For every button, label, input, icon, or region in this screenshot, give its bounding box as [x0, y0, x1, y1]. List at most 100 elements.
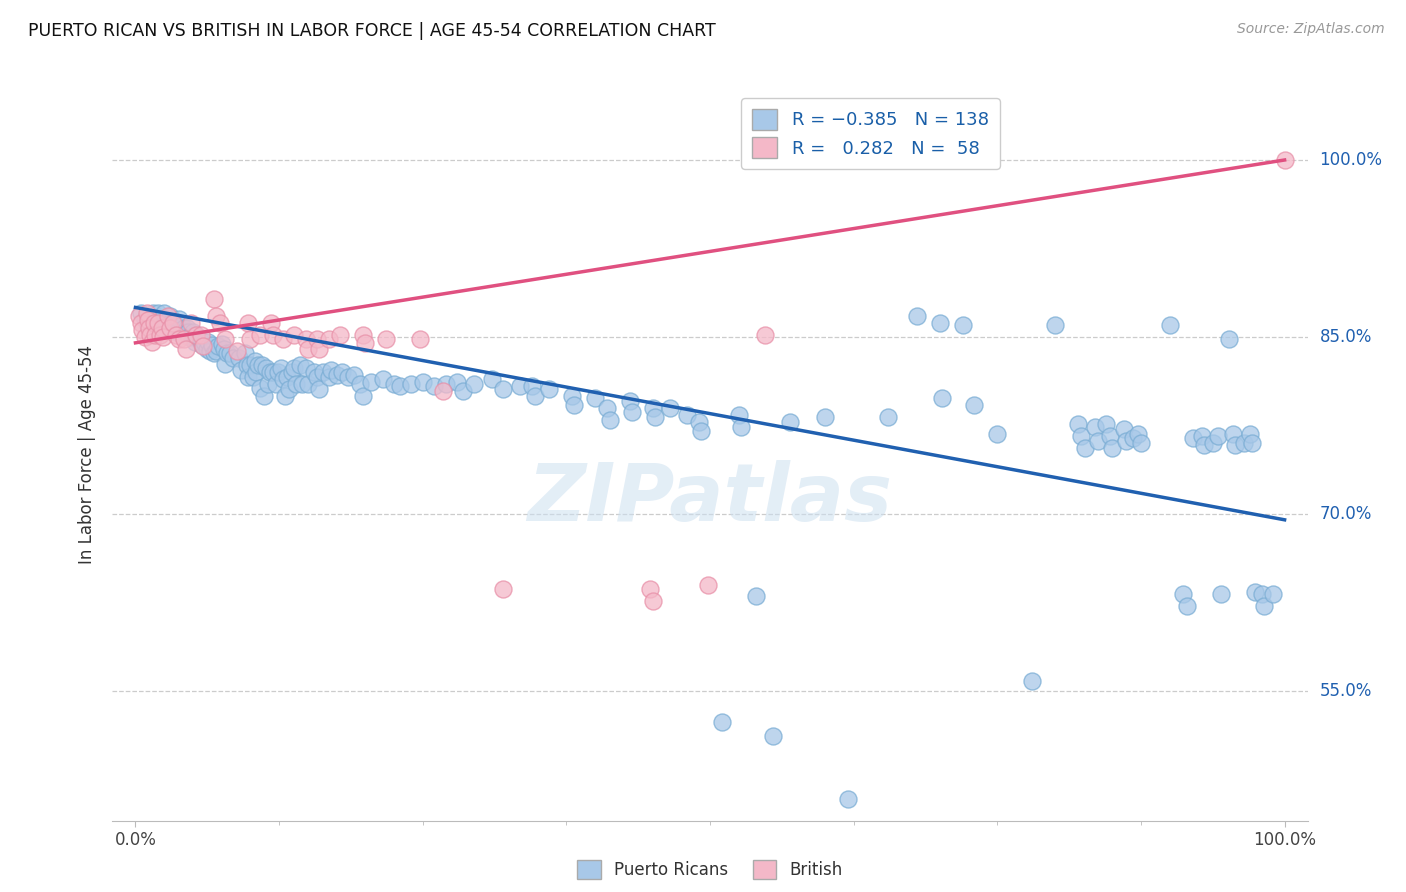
Point — [278, 382, 301, 396]
Point — [283, 360, 305, 375]
Point — [963, 398, 986, 412]
Point — [1084, 419, 1107, 434]
Point — [209, 316, 232, 330]
Point — [156, 320, 179, 334]
Point — [138, 320, 160, 334]
Point — [409, 332, 432, 346]
Point — [159, 320, 181, 334]
Point — [688, 415, 710, 429]
Point — [256, 360, 278, 375]
Point — [242, 370, 264, 384]
Point — [1233, 436, 1256, 450]
Point — [446, 375, 468, 389]
Point — [155, 316, 177, 330]
Point — [297, 377, 319, 392]
Point — [141, 334, 163, 349]
Point — [138, 320, 160, 334]
Point — [382, 377, 405, 392]
Point — [148, 316, 170, 330]
Point — [1122, 431, 1144, 445]
Point — [167, 332, 190, 346]
Legend: Puerto Ricans, British: Puerto Ricans, British — [571, 853, 849, 886]
Point — [262, 327, 284, 342]
Point — [905, 309, 928, 323]
Point — [159, 309, 181, 323]
Point — [236, 358, 259, 372]
Point — [352, 327, 374, 342]
Point — [492, 582, 515, 597]
Point — [198, 344, 221, 359]
Text: PUERTO RICAN VS BRITISH IN LABOR FORCE | AGE 45-54 CORRELATION CHART: PUERTO RICAN VS BRITISH IN LABOR FORCE |… — [28, 22, 716, 40]
Point — [243, 353, 266, 368]
Point — [297, 342, 319, 356]
Point — [190, 334, 212, 349]
Point — [170, 318, 193, 333]
Point — [371, 372, 394, 386]
Point — [205, 344, 228, 359]
Point — [233, 346, 256, 360]
Point — [162, 316, 184, 330]
Point — [160, 320, 183, 334]
Point — [142, 316, 165, 330]
Point — [1087, 434, 1109, 448]
Point — [183, 330, 205, 344]
Point — [1218, 332, 1240, 346]
Text: 70.0%: 70.0% — [1319, 505, 1372, 523]
Point — [271, 332, 294, 346]
Point — [191, 338, 214, 352]
Point — [186, 327, 208, 342]
Point — [283, 327, 305, 342]
Point — [676, 408, 699, 422]
Point — [1073, 441, 1095, 455]
Point — [689, 425, 711, 439]
Point — [231, 363, 253, 377]
Point — [217, 346, 239, 360]
Point — [139, 327, 162, 342]
Point — [696, 577, 718, 591]
Point — [250, 358, 273, 372]
Point — [134, 330, 156, 344]
Point — [641, 401, 664, 415]
Point — [181, 325, 204, 339]
Point — [179, 330, 201, 344]
Point — [538, 382, 561, 396]
Point — [583, 392, 606, 406]
Point — [1067, 417, 1090, 432]
Point — [1225, 438, 1247, 452]
Point — [270, 360, 292, 375]
Point — [294, 360, 316, 375]
Point — [202, 292, 225, 306]
Point — [343, 368, 366, 382]
Point — [249, 327, 271, 342]
Point — [432, 384, 454, 399]
Text: 55.0%: 55.0% — [1319, 681, 1372, 700]
Text: ZIPatlas: ZIPatlas — [527, 459, 893, 538]
Point — [1253, 599, 1275, 613]
Point — [329, 327, 352, 342]
Point — [129, 316, 152, 330]
Point — [176, 320, 198, 334]
Point — [174, 342, 197, 356]
Point — [305, 332, 328, 346]
Point — [986, 426, 1008, 441]
Point — [214, 357, 236, 371]
Point — [239, 358, 262, 372]
Point — [173, 325, 195, 339]
Point — [259, 365, 281, 379]
Point — [139, 324, 162, 338]
Point — [318, 370, 340, 384]
Point — [159, 316, 181, 330]
Point — [349, 377, 371, 392]
Point — [260, 316, 283, 330]
Point — [1173, 587, 1195, 601]
Point — [173, 320, 195, 334]
Point — [184, 334, 207, 349]
Point — [148, 306, 170, 320]
Point — [150, 316, 173, 330]
Point — [276, 370, 298, 384]
Point — [166, 325, 188, 339]
Point — [599, 412, 621, 426]
Point — [319, 363, 342, 377]
Point — [330, 365, 353, 379]
Point — [1192, 438, 1215, 452]
